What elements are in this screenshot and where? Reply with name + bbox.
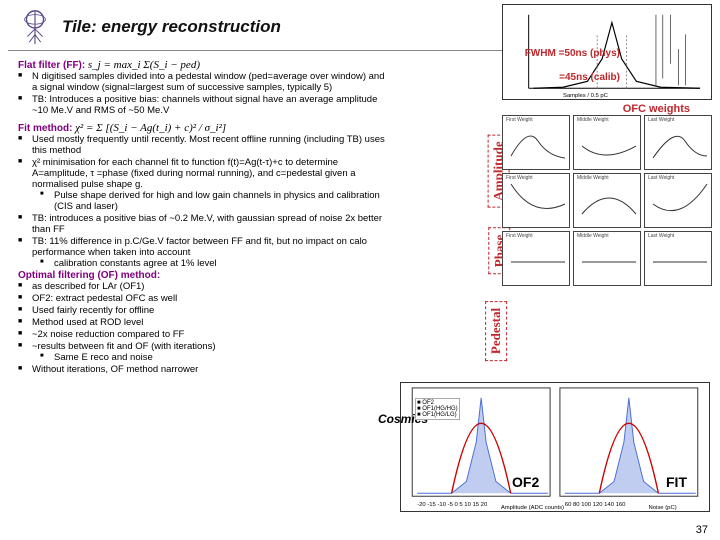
- mini-chart: Middle Weight: [573, 115, 641, 170]
- of2-big-label: OF2: [512, 474, 539, 490]
- ff-section: Flat filter (FF): s_j = max_i Σ(S_i − pe…: [18, 59, 386, 116]
- fit-item: Used mostly frequently until recently. M…: [18, 134, 386, 156]
- ff-formula: s_j = max_i Σ(S_i − ped): [88, 59, 200, 71]
- ff-title: Flat filter (FF):: [18, 60, 85, 71]
- fwhm-annotation-2: =45ns (calib): [559, 72, 620, 83]
- of-subitem: Same E reco and noise: [40, 352, 386, 363]
- fit-formula: χ² = Σ [(S_i − Ag(t_i) + c)² / σ_i²]: [75, 122, 226, 134]
- page-number: 37: [696, 524, 708, 536]
- mini-chart: Middle Weight: [573, 173, 641, 228]
- fit-section: Fit method: χ² = Σ [(S_i − Ag(t_i) + c)²…: [18, 122, 386, 269]
- ff-item: N digitised samples divided into a pedes…: [18, 71, 386, 93]
- pedestal-label: Pedestal: [485, 301, 507, 361]
- of-title: Optimal filtering (OF) method:: [18, 270, 160, 281]
- of-item: OF2: extract pedestal OFC as well: [18, 293, 386, 304]
- fit-subitem: calibration constants agree at 1% level: [40, 258, 386, 269]
- svg-text:-20 -15 -10 -5 0 5 10 15 20: -20 -15 -10 -5 0 5 10 15 20: [417, 502, 488, 508]
- mini-chart: First Weight: [502, 231, 570, 286]
- fit-item: TB: 11% difference in p.C/Ge.V factor be…: [18, 236, 386, 269]
- left-column: Flat filter (FF): s_j = max_i Σ(S_i − pe…: [0, 57, 390, 376]
- svg-text:Noise (pC): Noise (pC): [649, 505, 677, 511]
- page-title: Tile: energy reconstruction: [62, 17, 281, 37]
- mini-chart: Last Weight: [644, 173, 712, 228]
- weights-grid: First Weight Middle Weight Last Weight F…: [502, 115, 712, 286]
- mini-chart: Last Weight: [644, 231, 712, 286]
- svg-text:Samples / 0.5 pC: Samples / 0.5 pC: [563, 93, 609, 99]
- institution-logo: [16, 8, 54, 46]
- of-item: Used fairly recently for offline: [18, 305, 386, 316]
- ff-item: TB: Introduces a positive bias: channels…: [18, 94, 386, 116]
- fit-item: χ² minimisation for each channel fit to …: [18, 157, 386, 212]
- fit-subitem: Pulse shape derived for high and low gai…: [40, 190, 386, 212]
- of-item: as described for LAr (OF1): [18, 281, 386, 292]
- fit-title: Fit method:: [18, 123, 72, 134]
- gauss-legend: ■ OF2■ OF1(HG/HG)■ OF1(HG/LG): [415, 398, 460, 420]
- of-item: ~2x noise reduction compared to FF: [18, 329, 386, 340]
- mini-chart: First Weight: [502, 173, 570, 228]
- fit-item: TB: introduces a positive bias of ~0.2 M…: [18, 213, 386, 235]
- mini-chart: Middle Weight: [573, 231, 641, 286]
- svg-text:Amplitude (ADC counts): Amplitude (ADC counts): [501, 505, 564, 511]
- fit-big-label: FIT: [666, 474, 687, 490]
- mini-chart: Last Weight: [644, 115, 712, 170]
- of-item: Without iterations, OF method narrower: [18, 364, 386, 375]
- svg-text:60 80 100 120 140 160: 60 80 100 120 140 160: [565, 502, 626, 508]
- fwhm-annotation-1: FWHM =50ns (phys): [525, 48, 620, 59]
- of-item: Method used at ROD level: [18, 317, 386, 328]
- ofc-weights-label: OFC weights: [623, 103, 690, 115]
- mini-chart: First Weight: [502, 115, 570, 170]
- of-section: Optimal filtering (OF) method: as descri…: [18, 270, 386, 375]
- of-item: ~results between fit and OF (with iterat…: [18, 341, 386, 363]
